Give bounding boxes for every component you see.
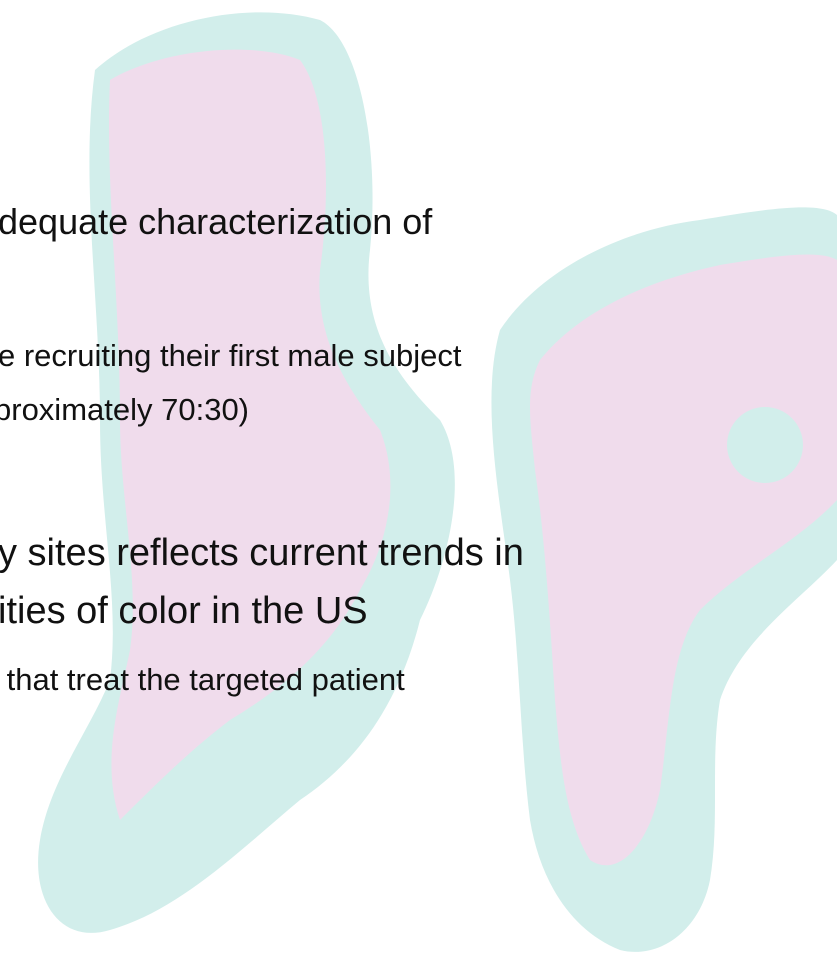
text-line: ities of color in the US [0, 592, 368, 630]
text-line: that treat the targeted patient [0, 664, 405, 695]
butterfly-background [0, 0, 837, 960]
wing-spot [727, 407, 803, 483]
text-line: y sites reflects current trends in [0, 534, 524, 572]
text-line: dequate characterization of [0, 204, 432, 240]
slide: dequate characterization of e recruiting… [0, 0, 837, 960]
text-line: e recruiting their first male subject [0, 340, 461, 371]
text-line: proximately 70:30) [0, 394, 249, 425]
